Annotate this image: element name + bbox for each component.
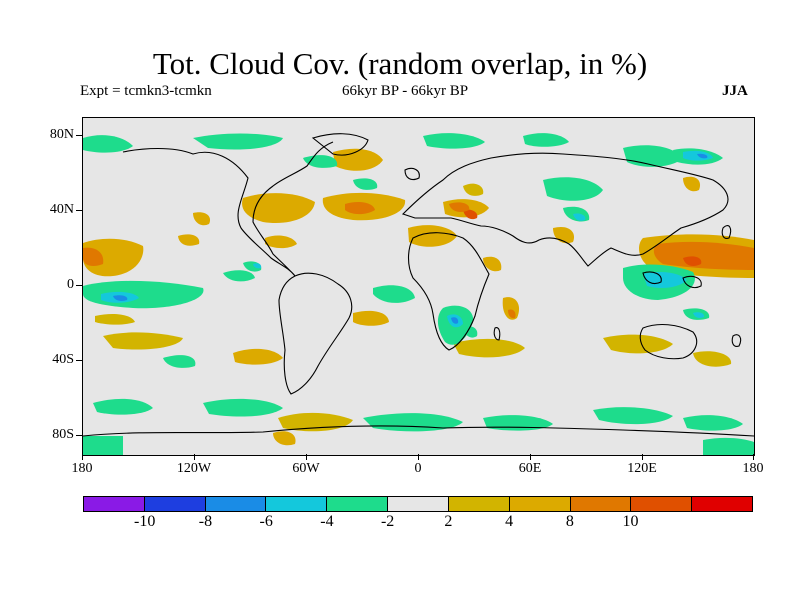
lat-label-40s: 40S	[52, 352, 74, 367]
world-map	[83, 133, 754, 455]
colorbar-swatch	[692, 497, 752, 511]
colorbar-swatch	[570, 497, 632, 511]
lon-label-180e: 180	[742, 461, 764, 476]
colorbar-swatch	[509, 497, 571, 511]
colorbar-label: 8	[565, 513, 574, 530]
lat-label-80n: 80N	[49, 127, 74, 142]
colorbar-label: 10	[622, 513, 639, 530]
colorbar-label: -10	[134, 513, 156, 530]
colorbar	[83, 496, 753, 512]
colorbar-label: 2	[444, 513, 453, 530]
colorbar-swatch	[205, 497, 267, 511]
lon-label-180w: 180	[71, 461, 93, 476]
colorbar-label: -4	[320, 513, 334, 530]
colorbar-swatch	[327, 497, 389, 511]
positive-anomaly-patches	[83, 148, 754, 446]
colorbar-label: -8	[198, 513, 213, 530]
lon-tick	[753, 454, 754, 460]
lat-label-0: 0	[67, 277, 74, 292]
negative-anomaly-patches	[83, 133, 754, 455]
coastlines	[83, 133, 754, 437]
season-label: JJA	[722, 83, 748, 99]
colorbar-swatch	[266, 497, 328, 511]
period-label: 66kyr BP - 66kyr BP	[342, 83, 469, 99]
lon-tick	[82, 454, 83, 460]
lon-tick	[306, 454, 307, 460]
lat-tick	[76, 210, 82, 211]
colorbar-label: 4	[505, 513, 514, 530]
lon-label-60e: 60E	[518, 461, 542, 476]
lat-tick	[76, 360, 82, 361]
colorbar-swatch	[631, 497, 693, 511]
lat-tick	[76, 435, 82, 436]
colorbar-label: -6	[259, 513, 273, 530]
lat-label-80s: 80S	[52, 427, 74, 442]
lon-label-0: 0	[414, 461, 422, 476]
map-plot-area	[82, 117, 755, 456]
lat-tick	[76, 285, 82, 286]
experiment-label: Expt = tcmkn3-tcmkn	[80, 83, 212, 99]
lon-label-120w: 120W	[176, 461, 212, 476]
lat-tick	[76, 135, 82, 136]
colorbar-label: -2	[380, 513, 395, 530]
lon-tick	[642, 454, 643, 460]
colorbar-swatch	[144, 497, 206, 511]
colorbar-swatch	[388, 497, 449, 511]
lon-tick	[530, 454, 531, 460]
lon-label-120e: 120E	[627, 461, 657, 476]
lon-tick	[418, 454, 419, 460]
lat-label-40n: 40N	[49, 202, 74, 217]
colorbar-swatch	[84, 497, 145, 511]
lon-tick	[194, 454, 195, 460]
colorbar-swatch	[448, 497, 510, 511]
lon-label-60w: 60W	[292, 461, 320, 476]
chart-title: Tot. Cloud Cov. (random overlap, in %)	[152, 46, 648, 81]
